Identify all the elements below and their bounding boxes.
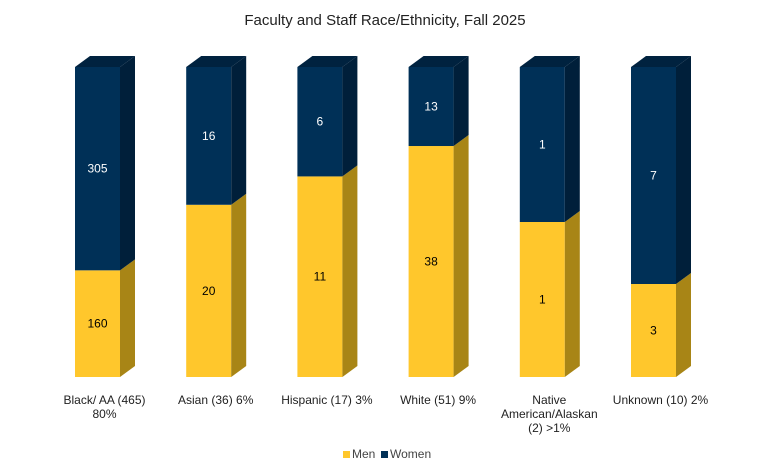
legend-label: Women [390, 447, 431, 461]
bar-women-side [342, 56, 358, 177]
bar-women-side [231, 56, 247, 205]
bar-men-side [342, 165, 358, 377]
category-labels: Black/ AA (465) 80% Asian (36) 6% Hispanic … [63, 393, 708, 435]
bar-men-side [120, 259, 135, 377]
data-label-men: 11 [314, 270, 327, 284]
bar-men [631, 284, 676, 377]
legend-item-women: Women [381, 447, 431, 461]
category-label: Unknown (10) 2% [613, 393, 709, 407]
bar-men-side [231, 193, 247, 377]
bar-men-side [676, 273, 691, 377]
bar-women-side [453, 56, 469, 147]
bar-top [186, 56, 247, 67]
bar-group: 38 13 [408, 56, 469, 377]
bar-men-side [453, 135, 469, 377]
data-label-men: 160 [87, 317, 107, 331]
bar-group: 37 [631, 56, 691, 377]
chart-title: Faculty and Staff Race/Ethnicity, Fall 2… [244, 12, 525, 29]
bar-group: 160 305 [75, 56, 135, 377]
data-label-women: 6 [317, 115, 324, 129]
data-label-women: 16 [202, 129, 216, 143]
bar-women [75, 67, 120, 271]
bar-women [297, 67, 343, 177]
bar-women-side [120, 56, 135, 271]
data-label-women: 1 [539, 138, 546, 152]
category-label: Asian (36) 6% [178, 393, 254, 407]
category-label: White (51) 9% [400, 393, 476, 407]
bar-women-side [564, 56, 580, 222]
bar-women [519, 67, 565, 222]
bar-top [519, 56, 580, 67]
bar-group: 11 [519, 56, 580, 377]
bar-women [631, 67, 676, 284]
legend-label: Men [352, 447, 375, 461]
bar-men [75, 270, 120, 377]
category-label: Hispanic (17) 3% [281, 393, 373, 407]
bar-top [75, 56, 135, 67]
bar-men [186, 204, 232, 377]
bar-men [297, 176, 343, 377]
bar-men-side [564, 211, 580, 377]
category-label: Native American/Alaskan (2) >1% [501, 393, 598, 435]
bar-women [186, 67, 232, 205]
legend: Men Women [343, 447, 431, 461]
data-label-men: 1 [539, 293, 546, 307]
bar-women [408, 67, 454, 147]
bar-top [408, 56, 469, 67]
legend-swatch [381, 451, 388, 458]
data-label-men: 20 [202, 284, 216, 298]
data-label-men: 38 [424, 255, 438, 269]
legend-item-men: Men [343, 447, 375, 461]
data-label-women: 305 [87, 162, 107, 176]
bar-top [631, 56, 691, 67]
bar-women-side [676, 56, 691, 284]
bar-top [297, 56, 358, 67]
bar-men [408, 146, 454, 377]
bar-men [519, 222, 565, 377]
legend-swatch [343, 451, 350, 458]
data-label-men: 3 [650, 324, 657, 338]
bar-group: 11 6 [297, 56, 358, 377]
data-label-women: 7 [650, 169, 657, 183]
category-label: Black/ AA (465) 80% [63, 393, 145, 421]
data-label-women: 13 [424, 100, 438, 114]
